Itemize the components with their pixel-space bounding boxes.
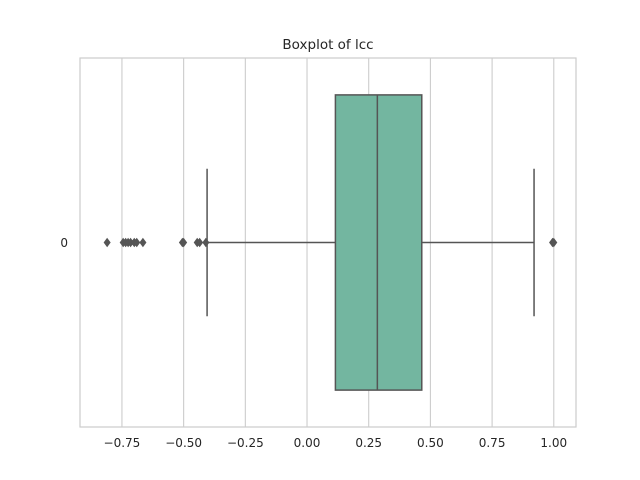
y-axis-ticks: 0 xyxy=(60,236,68,250)
x-tick-label: −0.25 xyxy=(227,436,264,450)
y-tick-label: 0 xyxy=(60,236,68,250)
x-axis-ticks: −0.75 −0.50 −0.25 0.00 0.25 0.50 0.75 1.00 xyxy=(104,436,568,450)
outlier-point xyxy=(133,237,141,248)
iqr-box xyxy=(334,94,423,391)
outlier-point xyxy=(202,237,210,248)
outlier-point xyxy=(180,237,188,248)
plot-frame xyxy=(79,57,577,428)
chart-title: Boxplot of lcc xyxy=(282,37,373,53)
x-tick-label: 0.25 xyxy=(355,436,382,450)
outlier-point xyxy=(139,237,147,248)
x-tick-label: 0.00 xyxy=(294,436,321,450)
x-tick-label: −0.50 xyxy=(165,436,202,450)
x-tick-label: 1.00 xyxy=(540,436,567,450)
x-tick-label: 0.75 xyxy=(479,436,506,450)
outlier-point xyxy=(196,237,204,248)
outlier-point xyxy=(103,237,111,248)
outlier-point xyxy=(550,237,558,248)
x-tick-label: −0.75 xyxy=(104,436,141,450)
x-tick-label: 0.50 xyxy=(417,436,444,450)
plot-area xyxy=(103,94,558,391)
